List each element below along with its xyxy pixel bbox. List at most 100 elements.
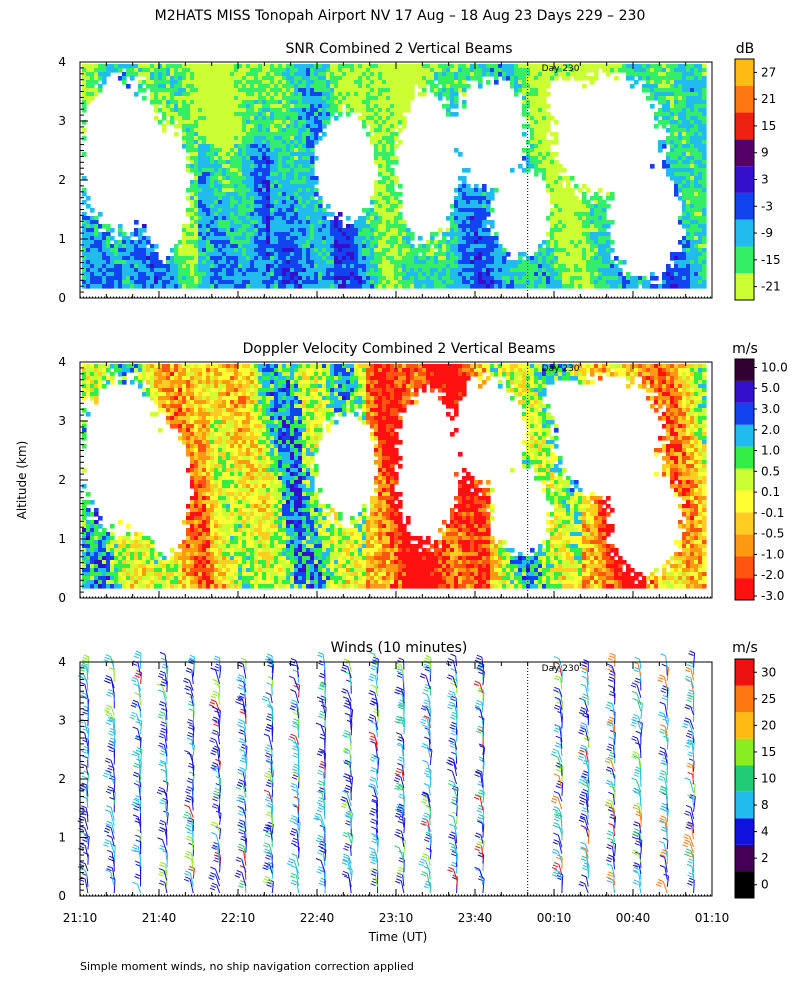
heatmap-cell: [302, 240, 307, 245]
heatmap-cell: [162, 276, 167, 281]
heatmap-cell: [286, 256, 291, 261]
heatmap-cell: [334, 240, 339, 245]
heatmap-cell: [238, 184, 243, 189]
heatmap-cell: [174, 84, 179, 89]
heatmap-cell: [334, 88, 339, 93]
heatmap-cell: [374, 104, 379, 109]
heatmap-cell: [226, 208, 231, 213]
heatmap-cell: [354, 88, 359, 93]
heatmap-cell: [530, 264, 535, 269]
heatmap-cell: [334, 220, 339, 225]
heatmap-cell: [314, 208, 319, 213]
heatmap-cell: [218, 216, 223, 221]
heatmap-cell: [590, 76, 595, 81]
heatmap-cell: [338, 80, 343, 85]
heatmap-cell: [390, 244, 395, 249]
heatmap-cell: [154, 104, 159, 109]
heatmap-cell: [386, 132, 391, 137]
heatmap-cell: [454, 188, 459, 193]
heatmap-cell: [534, 168, 539, 173]
heatmap-cell: [198, 104, 203, 109]
heatmap-cell: [306, 172, 311, 177]
heatmap-cell: [514, 280, 519, 285]
heatmap-cell: [246, 228, 251, 233]
heatmap-cell: [598, 268, 603, 273]
heatmap-cell: [210, 260, 215, 265]
heatmap-cell: [502, 280, 507, 285]
heatmap-cell: [618, 268, 623, 273]
heatmap-cell: [450, 204, 455, 209]
heatmap-cell: [274, 276, 279, 281]
heatmap-cell: [318, 280, 323, 285]
heatmap-cell: [358, 232, 363, 237]
heatmap-cell: [94, 268, 99, 273]
heatmap-cell: [222, 264, 227, 269]
heatmap-cell: [634, 80, 639, 85]
heatmap-cell: [262, 252, 267, 257]
heatmap-cell: [534, 164, 539, 169]
heatmap-cell: [514, 276, 519, 281]
heatmap-cell: [294, 96, 299, 101]
heatmap-cell: [242, 164, 247, 169]
heatmap-cell: [362, 276, 367, 281]
heatmap-cell: [474, 76, 479, 81]
heatmap-cell: [138, 240, 143, 245]
heatmap-cell: [194, 236, 199, 241]
heatmap-cell: [578, 256, 583, 261]
heatmap-cell: [194, 144, 199, 149]
heatmap-cell: [550, 72, 555, 77]
heatmap-cell: [146, 72, 151, 77]
heatmap-cell: [262, 64, 267, 69]
heatmap-cell: [298, 252, 303, 257]
heatmap-cell: [534, 108, 539, 113]
heatmap-cell: [398, 200, 403, 205]
heatmap-cell: [562, 188, 567, 193]
heatmap-cell: [486, 280, 491, 285]
heatmap-cell: [522, 80, 527, 85]
heatmap-cell: [278, 152, 283, 157]
heatmap-cell: [186, 232, 191, 237]
heatmap-cell: [330, 100, 335, 105]
heatmap-cell: [674, 256, 679, 261]
heatmap-cell: [462, 180, 467, 185]
heatmap-cell: [302, 204, 307, 209]
heatmap-cell: [350, 272, 355, 277]
heatmap-cell: [306, 112, 311, 117]
heatmap-cell: [282, 220, 287, 225]
heatmap-cell: [446, 108, 451, 113]
heatmap-cell: [370, 208, 375, 213]
heatmap-cell: [342, 264, 347, 269]
heatmap-cell: [230, 136, 235, 141]
heatmap-cell: [86, 260, 91, 265]
heatmap-cell: [678, 164, 683, 169]
heatmap-cell: [222, 256, 227, 261]
heatmap-cell: [182, 272, 187, 277]
heatmap-cell: [602, 68, 607, 73]
heatmap-cell: [198, 80, 203, 85]
heatmap-cell: [490, 268, 495, 273]
heatmap-cell: [202, 104, 207, 109]
heatmap-cell: [578, 212, 583, 217]
heatmap-cell: [442, 68, 447, 73]
heatmap-cell: [534, 152, 539, 157]
heatmap-cell: [286, 116, 291, 121]
heatmap-cell: [262, 92, 267, 97]
heatmap-cell: [546, 180, 551, 185]
heatmap-cell: [402, 108, 407, 113]
heatmap-cell: [326, 264, 331, 269]
heatmap-cell: [418, 248, 423, 253]
heatmap-cell: [438, 264, 443, 269]
heatmap-cell: [554, 204, 559, 209]
heatmap-cell: [230, 80, 235, 85]
heatmap-cell: [310, 164, 315, 169]
heatmap-cell: [542, 264, 547, 269]
heatmap-cell: [294, 156, 299, 161]
heatmap-cell: [382, 280, 387, 285]
heatmap-cell: [202, 144, 207, 149]
heatmap-cell: [86, 84, 91, 89]
heatmap-cell: [114, 64, 119, 69]
heatmap-cell: [382, 80, 387, 85]
heatmap-cell: [262, 144, 267, 149]
heatmap-cell: [302, 276, 307, 281]
heatmap-cell: [286, 280, 291, 285]
